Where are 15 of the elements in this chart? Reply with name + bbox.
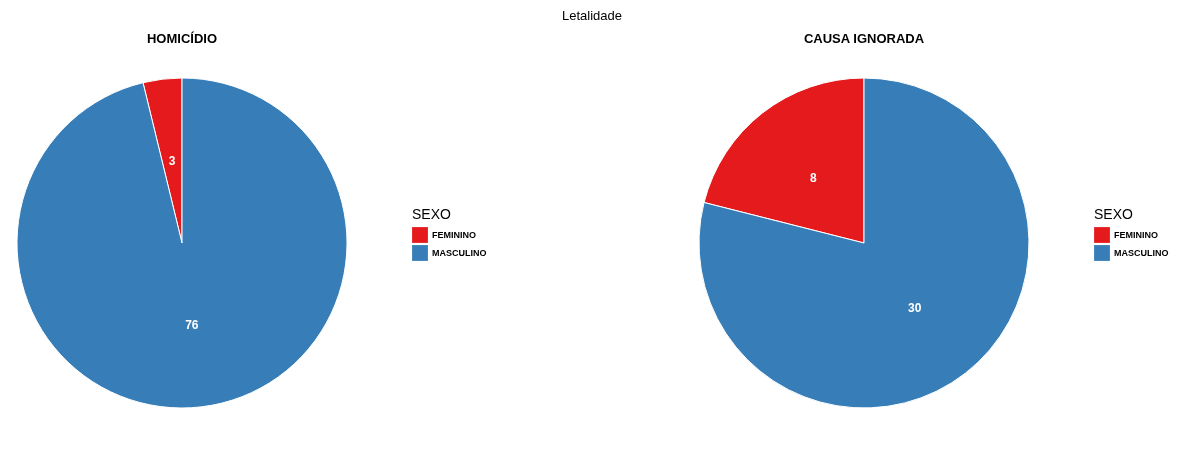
- data-label: 3: [168, 154, 176, 169]
- legend-label: MASCULINO: [432, 248, 487, 258]
- data-label: 30: [907, 301, 922, 316]
- legend-title: SEXO: [412, 206, 452, 222]
- data-label: 76: [185, 317, 199, 332]
- legend-label: FEMININO: [1114, 230, 1158, 240]
- legend-title: SEXO: [1094, 206, 1134, 222]
- chart-title: CAUSA IGNORADA: [803, 31, 925, 46]
- legend-label: FEMININO: [432, 230, 476, 240]
- pie-slice: [698, 77, 1030, 409]
- text: Letalidade: [562, 8, 622, 23]
- legend-label: MASCULINO: [1114, 248, 1169, 258]
- pie-slice: [16, 77, 348, 409]
- chart-title: HOMICÍDIO: [146, 31, 218, 46]
- data-label: 8: [809, 170, 817, 185]
